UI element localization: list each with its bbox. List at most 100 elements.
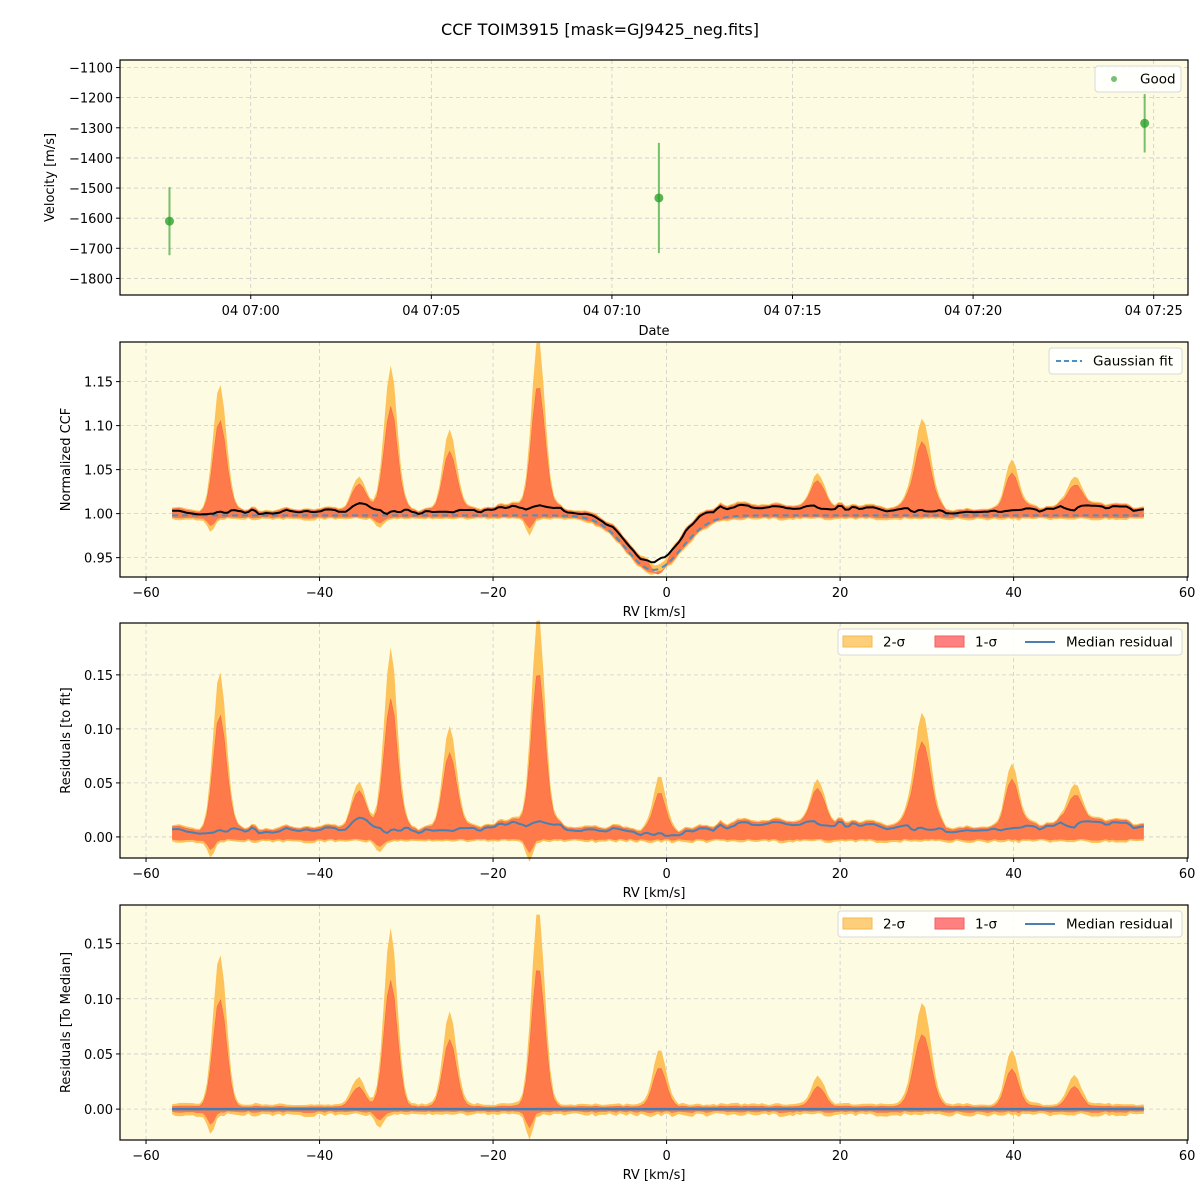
legend-patch-1sigma-icon — [934, 917, 965, 930]
y-tick-label: 1.00 — [84, 508, 113, 523]
y-axis-label: Velocity [m/s] — [43, 133, 58, 222]
one-sigma-edge — [172, 970, 1144, 1108]
figure-title: CCF TOIM3915 [mask=GJ9425_neg.fits] — [441, 20, 759, 39]
x-tick-label: −60 — [132, 867, 159, 882]
y-tick-label: −1500 — [69, 182, 113, 197]
x-tick-label: 40 — [1005, 867, 1022, 882]
legend-label: Median residual — [1066, 917, 1173, 933]
y-tick-label: −1600 — [69, 212, 113, 227]
y-tick-label: 0.00 — [84, 831, 113, 846]
x-tick-label: 04 07:10 — [583, 304, 641, 319]
x-tick-label: 20 — [832, 1149, 849, 1164]
x-tick-label: −20 — [479, 586, 506, 601]
plot-area — [120, 60, 1188, 295]
axes-frame — [119, 341, 1189, 578]
y-axis-label: Residuals [To Median] — [59, 952, 74, 1093]
y-tick-label: 1.15 — [84, 376, 113, 391]
x-axis-label: RV [km/s] — [623, 605, 686, 620]
x-tick-label: 40 — [1005, 1149, 1022, 1164]
median-line — [172, 816, 1144, 837]
y-axis-label: Residuals [to fit] — [59, 687, 74, 793]
legend-box — [1048, 347, 1183, 375]
plot-area — [120, 342, 1188, 577]
y-tick-label: 0.00 — [84, 1103, 113, 1118]
legend-label: 2-σ — [883, 917, 905, 933]
y-tick-label: −1300 — [69, 122, 113, 137]
x-tick-label: −40 — [306, 586, 333, 601]
legend-patch-2sigma-icon — [842, 917, 873, 930]
axes-frame — [119, 622, 1189, 859]
one-sigma-band — [172, 970, 1144, 1129]
legend-marker-icon — [1111, 76, 1117, 82]
median-line — [172, 502, 1144, 564]
y-tick-label: 0.15 — [84, 669, 113, 684]
gaussian-fit-line — [172, 514, 1144, 571]
axes-frame — [119, 59, 1189, 296]
y-tick-label: 1.10 — [84, 420, 113, 435]
x-tick-label: 0 — [662, 867, 670, 882]
y-tick-label: 0.15 — [84, 938, 113, 953]
y-tick-label: 0.10 — [84, 723, 113, 738]
x-tick-label: 04 07:25 — [1125, 304, 1183, 319]
one-sigma-edge — [172, 387, 1144, 575]
x-tick-label: 60 — [1179, 867, 1196, 882]
y-tick-label: −1800 — [69, 272, 113, 287]
x-tick-label: −40 — [306, 867, 333, 882]
x-axis-label: Date — [638, 324, 669, 339]
legend: 2-σ 1-σ Median residual — [837, 910, 1183, 938]
data-point — [1140, 118, 1150, 128]
one-sigma-edge — [172, 675, 1144, 834]
x-tick-label: 04 07:15 — [763, 304, 821, 319]
legend-box — [837, 628, 1183, 656]
x-tick-label: −20 — [479, 867, 506, 882]
x-tick-label: 04 07:05 — [402, 304, 460, 319]
y-tick-label: 0.05 — [84, 777, 113, 792]
data-point — [654, 193, 664, 203]
y-tick-label: 1.05 — [84, 464, 113, 479]
axes-frame — [119, 904, 1189, 1141]
legend: 2-σ 1-σ Median residual — [837, 628, 1183, 656]
y-tick-label: −1400 — [69, 152, 113, 167]
y-tick-label: 0.05 — [84, 1048, 113, 1063]
x-tick-label: 0 — [662, 1149, 670, 1164]
legend-box — [1094, 65, 1182, 93]
legend: Gaussian fit — [1048, 347, 1183, 375]
y-tick-label: −1200 — [69, 92, 113, 107]
y-tick-label: 0.10 — [84, 993, 113, 1008]
x-tick-label: 0 — [662, 586, 670, 601]
legend-label: 1-σ — [975, 917, 997, 933]
legend-label: 1-σ — [975, 635, 997, 651]
y-tick-label: −1100 — [69, 62, 113, 77]
one-sigma-band — [172, 675, 1144, 854]
x-axis-label: RV [km/s] — [623, 886, 686, 901]
x-tick-label: −40 — [306, 1149, 333, 1164]
residuals-median-panel: −60 −40 −20 0 20 40 60 0.00 0.05 0.10 0.15 2-σ 1-σ Me… — [59, 904, 1196, 1183]
legend-patch-2sigma-icon — [842, 635, 873, 648]
x-tick-label: 60 — [1179, 1149, 1196, 1164]
x-tick-label: 60 — [1179, 586, 1196, 601]
ccf-panel: −60 −40 −20 0 20 40 60 0.95 1.00 1.05 1.10 1.15 Gaus… — [59, 341, 1196, 620]
legend-label: 2-σ — [883, 635, 905, 651]
legend-label: Gaussian fit — [1093, 354, 1173, 370]
x-tick-label: 04 07:20 — [944, 304, 1002, 319]
legend: Good — [1094, 65, 1182, 93]
velocity-panel: 04 07:00 04 07:05 04 07:10 04 07:15 04 07:20… — [43, 59, 1189, 339]
x-tick-label: −20 — [479, 1149, 506, 1164]
x-tick-label: −60 — [132, 586, 159, 601]
legend-label: Median residual — [1066, 635, 1173, 651]
residuals-fit-panel: −60 −40 −20 0 20 40 60 0.00 0.05 0.10 0.15 2-σ 1-σ Me… — [59, 620, 1195, 901]
x-tick-label: 40 — [1005, 586, 1022, 601]
x-tick-label: 20 — [832, 586, 849, 601]
data-point — [164, 216, 174, 226]
y-tick-label: −1700 — [69, 242, 113, 257]
x-axis-label: RV [km/s] — [623, 1168, 686, 1183]
x-tick-label: −60 — [132, 1149, 159, 1164]
x-tick-label: 20 — [832, 867, 849, 882]
legend-box — [837, 910, 1183, 938]
y-tick-label: 0.95 — [84, 552, 113, 567]
y-axis-label: Normalized CCF — [59, 408, 74, 512]
legend-patch-1sigma-icon — [934, 635, 965, 648]
x-tick-label: 04 07:00 — [222, 304, 280, 319]
legend-label: Good — [1140, 72, 1176, 88]
